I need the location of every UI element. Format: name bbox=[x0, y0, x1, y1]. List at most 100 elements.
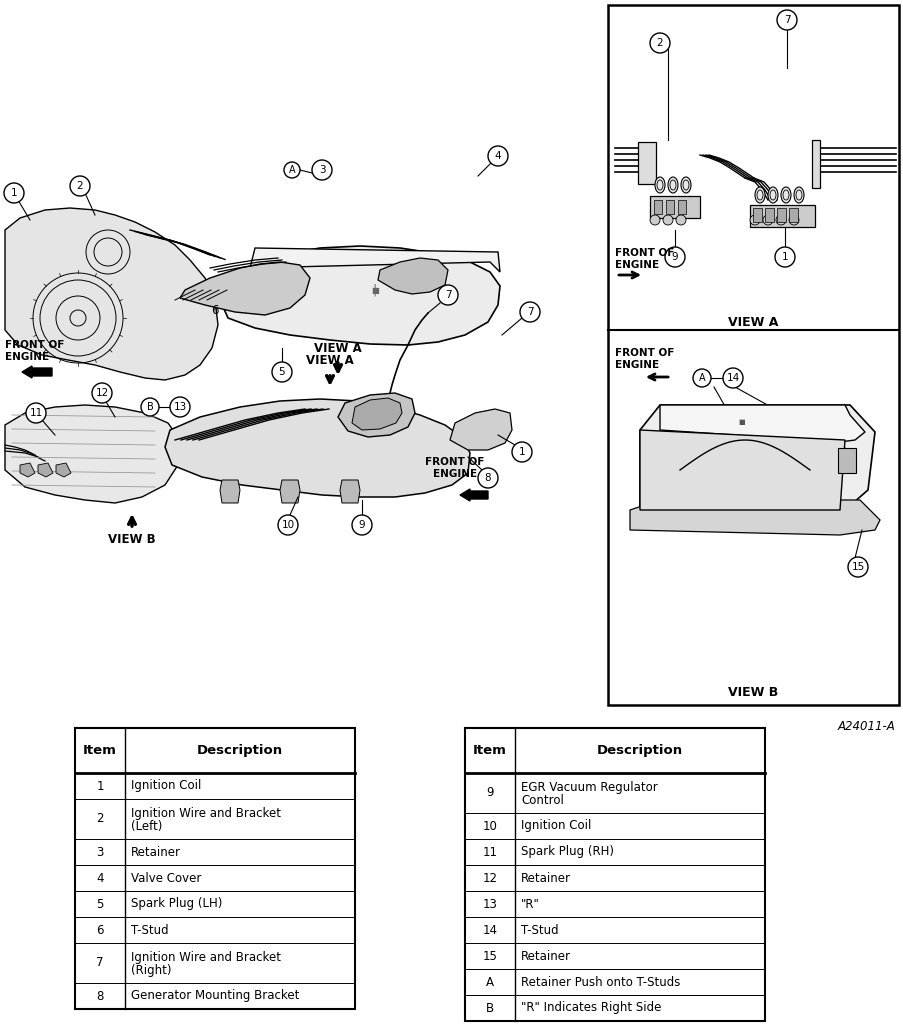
Circle shape bbox=[351, 515, 372, 535]
Text: 7: 7 bbox=[526, 307, 533, 317]
Ellipse shape bbox=[780, 187, 790, 203]
Text: FRONT OF
ENGINE: FRONT OF ENGINE bbox=[614, 248, 674, 269]
Text: 2: 2 bbox=[96, 812, 104, 825]
Text: ■: ■ bbox=[738, 419, 744, 425]
Text: 15: 15 bbox=[851, 562, 863, 572]
FancyArrow shape bbox=[460, 489, 488, 501]
Text: VIEW A: VIEW A bbox=[313, 342, 361, 355]
Bar bbox=[666, 200, 674, 214]
Text: VIEW A: VIEW A bbox=[306, 354, 353, 367]
Bar bbox=[777, 208, 785, 222]
Text: |: | bbox=[372, 284, 377, 297]
Text: EGR Vacuum Regulator: EGR Vacuum Regulator bbox=[520, 780, 657, 794]
Text: 14: 14 bbox=[726, 373, 739, 383]
Text: 5: 5 bbox=[278, 367, 285, 377]
Text: 13: 13 bbox=[482, 897, 497, 910]
Polygon shape bbox=[250, 248, 499, 272]
Text: Item: Item bbox=[472, 744, 507, 757]
Text: 7: 7 bbox=[444, 290, 451, 300]
Circle shape bbox=[519, 302, 539, 322]
Text: FRONT OF
ENGINE: FRONT OF ENGINE bbox=[614, 348, 674, 370]
Text: Retainer: Retainer bbox=[520, 949, 571, 963]
Ellipse shape bbox=[793, 187, 803, 203]
Circle shape bbox=[847, 557, 867, 577]
Text: 11: 11 bbox=[29, 408, 42, 418]
Text: 7: 7 bbox=[96, 956, 104, 970]
Ellipse shape bbox=[754, 187, 764, 203]
Text: Ignition Wire and Bracket: Ignition Wire and Bracket bbox=[131, 950, 281, 964]
Circle shape bbox=[762, 215, 772, 225]
Text: A: A bbox=[486, 976, 493, 988]
Polygon shape bbox=[219, 480, 239, 503]
Polygon shape bbox=[280, 480, 300, 503]
Polygon shape bbox=[20, 463, 35, 477]
Polygon shape bbox=[5, 208, 218, 380]
Text: Item: Item bbox=[83, 744, 116, 757]
Text: FRONT OF
ENGINE: FRONT OF ENGINE bbox=[5, 340, 64, 361]
Circle shape bbox=[141, 398, 159, 416]
Bar bbox=[749, 205, 815, 227]
Text: VIEW B: VIEW B bbox=[728, 685, 777, 698]
Text: VIEW A: VIEW A bbox=[728, 315, 777, 329]
Text: 2: 2 bbox=[656, 38, 663, 48]
Text: Retainer: Retainer bbox=[520, 871, 571, 885]
Text: 9: 9 bbox=[358, 520, 365, 530]
Polygon shape bbox=[56, 463, 71, 477]
Text: 3: 3 bbox=[97, 846, 104, 858]
Text: FRONT OF
ENGINE: FRONT OF ENGINE bbox=[424, 457, 484, 478]
Text: 9: 9 bbox=[486, 786, 493, 800]
Polygon shape bbox=[165, 399, 470, 497]
Circle shape bbox=[478, 468, 498, 488]
Polygon shape bbox=[450, 409, 511, 450]
Text: T-Stud: T-Stud bbox=[520, 924, 558, 937]
Circle shape bbox=[170, 397, 190, 417]
Text: VIEW B: VIEW B bbox=[108, 534, 155, 546]
Circle shape bbox=[777, 10, 796, 30]
Circle shape bbox=[438, 285, 458, 305]
Ellipse shape bbox=[655, 177, 665, 193]
Text: (Left): (Left) bbox=[131, 819, 163, 833]
Text: (Right): (Right) bbox=[131, 964, 172, 977]
Text: 7: 7 bbox=[783, 15, 789, 25]
Text: "R": "R" bbox=[520, 897, 539, 910]
Text: 10: 10 bbox=[281, 520, 294, 530]
Text: "R" Indicates Right Side: "R" Indicates Right Side bbox=[520, 1001, 661, 1015]
Text: Description: Description bbox=[197, 744, 283, 757]
Text: A: A bbox=[698, 373, 704, 383]
Bar bbox=[649, 196, 699, 218]
Polygon shape bbox=[180, 262, 310, 315]
Text: 1: 1 bbox=[11, 188, 17, 198]
Text: Generator Mounting Bracket: Generator Mounting Bracket bbox=[131, 989, 299, 1002]
Circle shape bbox=[675, 215, 685, 225]
Bar bbox=[464, 728, 764, 1021]
Circle shape bbox=[649, 215, 659, 225]
Text: 15: 15 bbox=[482, 949, 497, 963]
Circle shape bbox=[662, 215, 672, 225]
Circle shape bbox=[92, 383, 112, 403]
Text: Ignition Coil: Ignition Coil bbox=[520, 819, 591, 833]
Ellipse shape bbox=[680, 177, 690, 193]
Polygon shape bbox=[639, 406, 874, 510]
Circle shape bbox=[284, 162, 300, 178]
Polygon shape bbox=[351, 398, 402, 430]
Text: 6: 6 bbox=[96, 924, 104, 937]
Bar bbox=[653, 200, 661, 214]
Circle shape bbox=[722, 368, 742, 388]
Text: 2: 2 bbox=[77, 181, 83, 191]
Bar bbox=[638, 142, 656, 184]
Text: 12: 12 bbox=[482, 871, 497, 885]
Text: 6: 6 bbox=[211, 303, 219, 316]
Bar bbox=[677, 200, 685, 214]
Text: 4: 4 bbox=[494, 151, 501, 161]
Text: 10: 10 bbox=[482, 819, 497, 833]
Text: 12: 12 bbox=[96, 388, 108, 398]
Circle shape bbox=[26, 403, 46, 423]
Bar bbox=[788, 208, 797, 222]
Circle shape bbox=[70, 176, 90, 196]
Text: T-Stud: T-Stud bbox=[131, 924, 169, 937]
FancyArrow shape bbox=[22, 366, 52, 378]
Text: Valve Cover: Valve Cover bbox=[131, 871, 201, 885]
Text: Ignition Coil: Ignition Coil bbox=[131, 779, 201, 793]
Circle shape bbox=[272, 362, 292, 382]
Polygon shape bbox=[659, 406, 864, 442]
